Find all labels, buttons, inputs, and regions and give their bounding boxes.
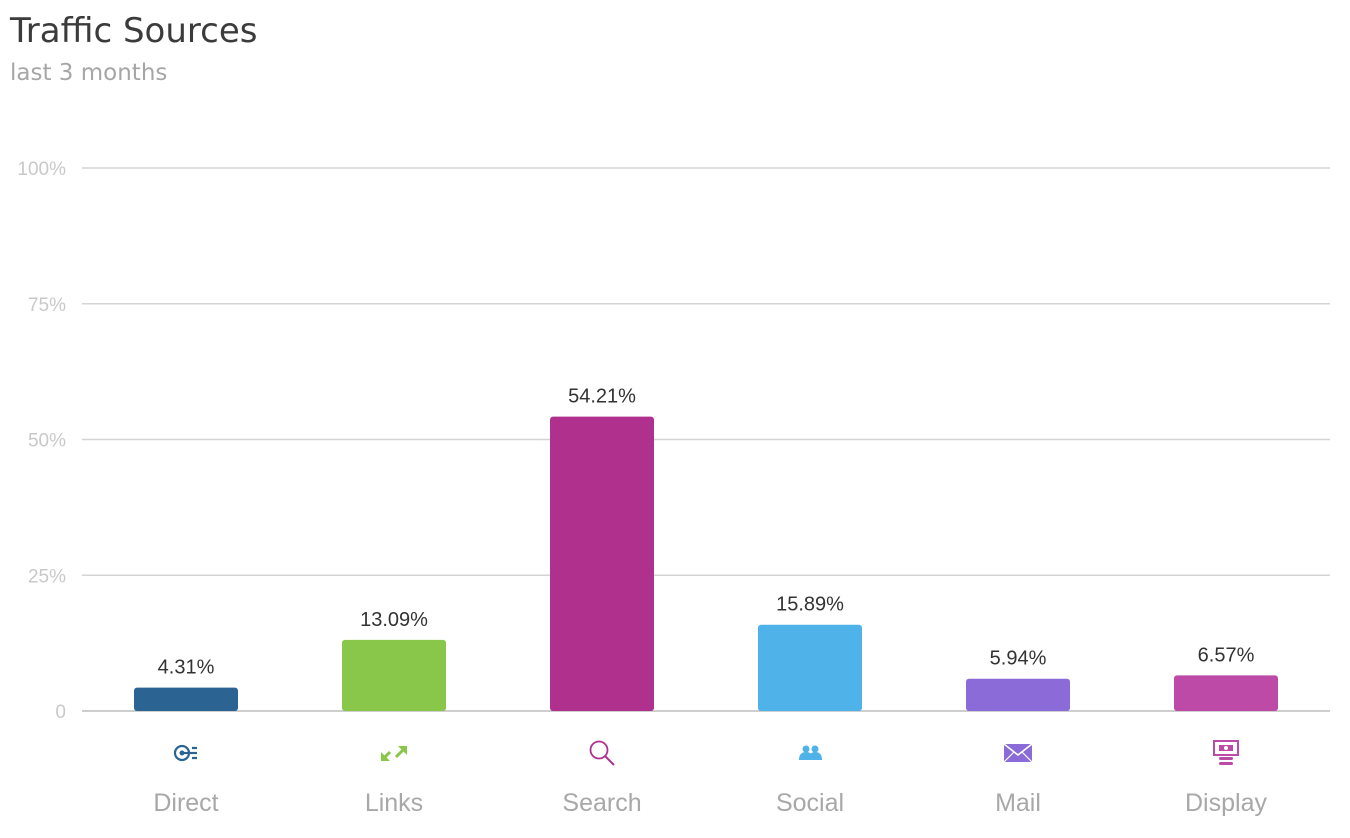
chart-header: Traffic Sources last 3 months — [10, 8, 257, 88]
social-icon — [799, 745, 822, 760]
data-label-direct: 4.31% — [158, 657, 215, 679]
bar-display — [1174, 675, 1278, 711]
bar-direct — [134, 687, 238, 711]
y-tick-label: 100% — [17, 159, 66, 180]
bar-social — [758, 624, 862, 711]
bar-mail — [966, 678, 1070, 711]
data-label-links: 13.09% — [360, 609, 428, 631]
gridlines: 0 25% 50% 75% 100% — [17, 159, 1330, 723]
data-label-social: 15.89% — [776, 594, 844, 616]
data-label-search: 54.21% — [568, 386, 636, 408]
x-tick-label-display: Display — [1185, 789, 1267, 817]
bar-links — [342, 639, 446, 711]
chart-title: Traffic Sources — [10, 11, 258, 51]
chart-subtitle: last 3 months — [10, 60, 168, 86]
links-icon — [381, 746, 407, 761]
y-tick-label: 75% — [28, 295, 66, 316]
search-icon — [589, 740, 615, 766]
y-tick-label: 25% — [28, 566, 66, 587]
x-tick-label-direct: Direct — [153, 789, 218, 817]
direct-icon — [173, 744, 197, 762]
mail-icon — [1003, 743, 1033, 763]
display-icon — [1213, 740, 1239, 765]
x-tick-label-social: Social — [776, 789, 844, 817]
bar-search — [550, 416, 654, 711]
x-tick-label-mail: Mail — [995, 789, 1041, 817]
y-tick-label: 0 — [55, 702, 66, 723]
x-tick-label-links: Links — [365, 789, 423, 817]
y-tick-label: 50% — [28, 431, 66, 452]
data-label-display: 6.57% — [1198, 644, 1255, 666]
x-tick-label-search: Search — [562, 789, 641, 817]
data-label-mail: 5.94% — [990, 648, 1047, 670]
